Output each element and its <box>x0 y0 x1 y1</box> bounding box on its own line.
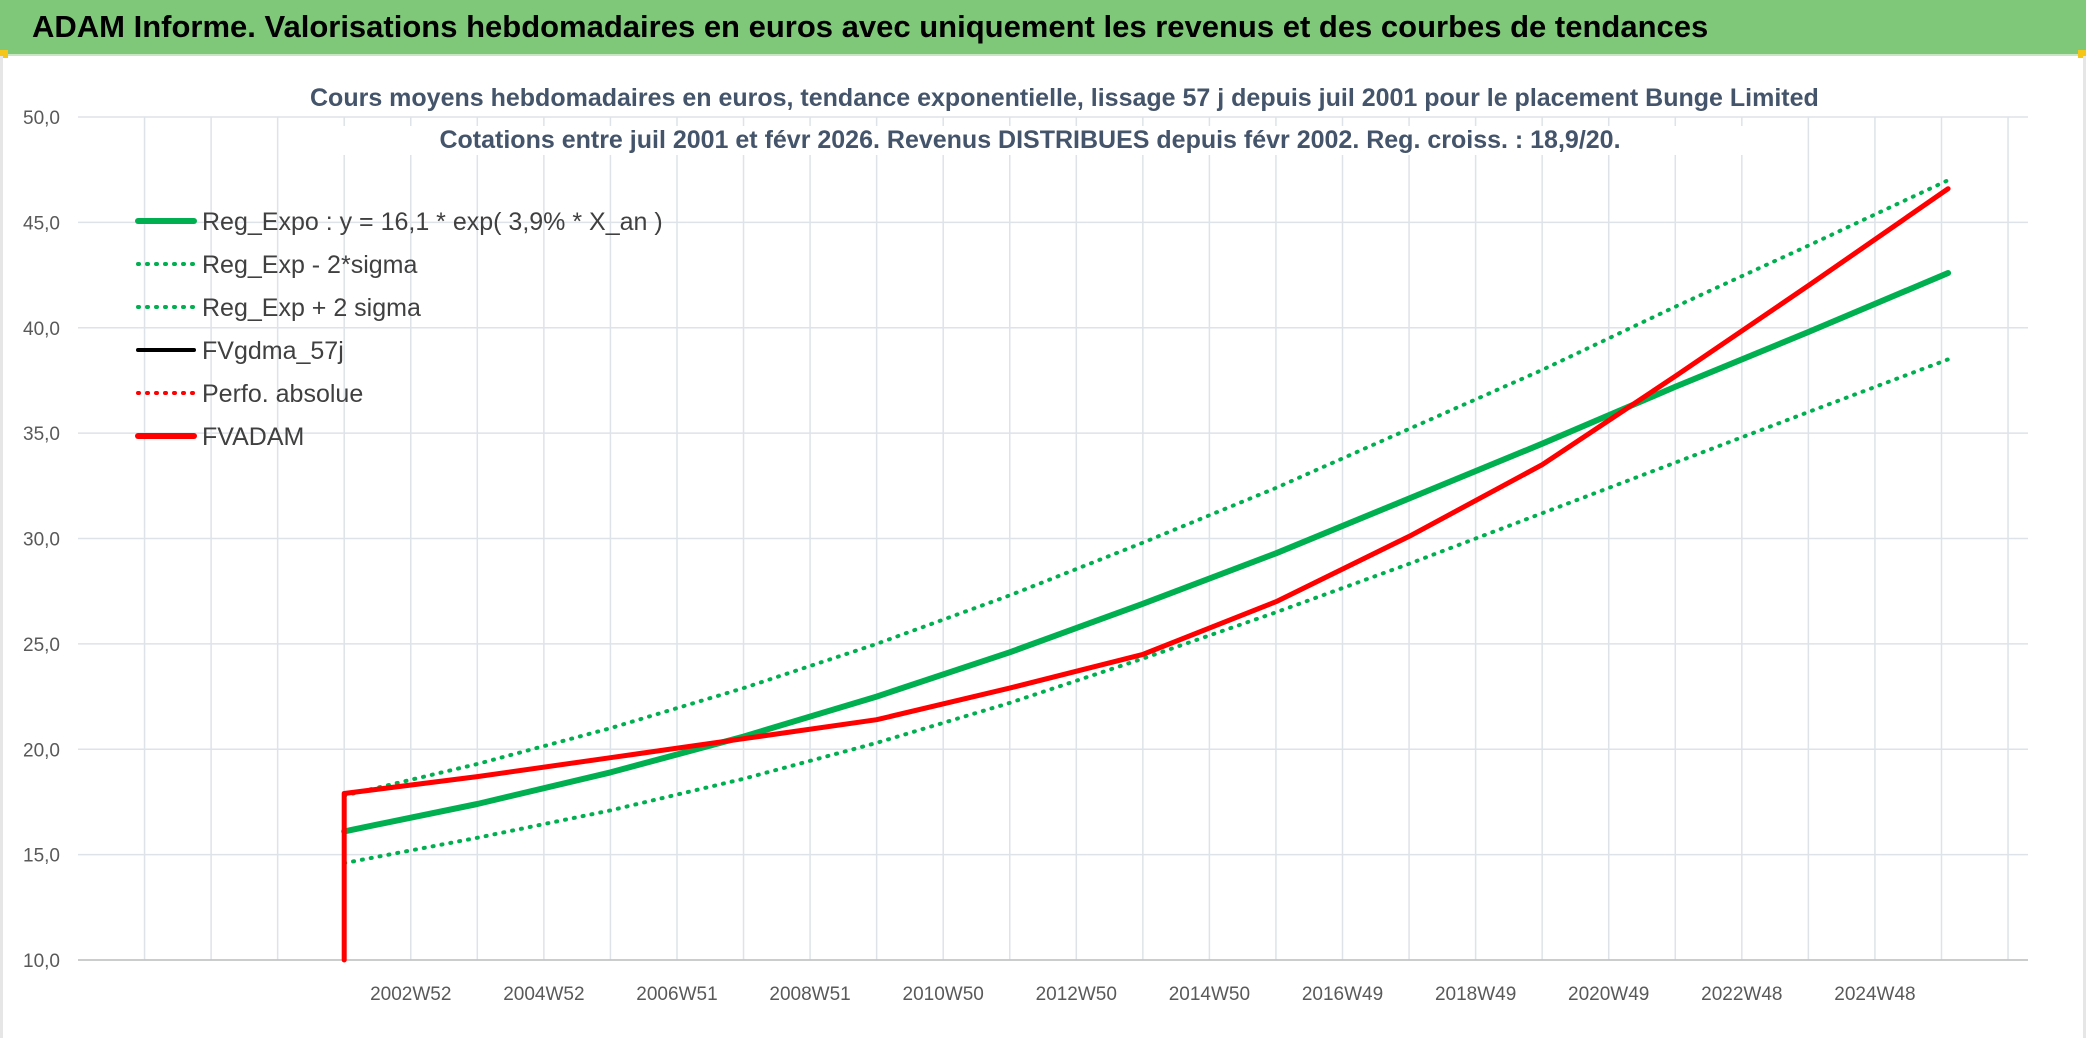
x-tick-label: 2006W51 <box>636 984 717 1005</box>
chart-title: Cours moyens hebdomadaires en euros, ten… <box>310 84 1819 113</box>
y-tick-label: 50,0 <box>23 108 60 129</box>
legend-label: Reg_Exp - 2*sigma <box>202 251 417 279</box>
x-tick-label: 2022W48 <box>1701 984 1782 1005</box>
series-line-reg-exp-2-sigma <box>342 178 1951 798</box>
y-axis: 10,0 15,0 20,0 25,0 30,0 35,0 40,0 45,0 50,0 <box>23 108 60 972</box>
x-tick-label: 2014W50 <box>1169 984 1250 1005</box>
legend-label: Reg_Expo : y = 16,1 * exp( 3,9% * X_an ) <box>202 208 663 236</box>
series-lines <box>341 178 1952 963</box>
x-tick-label: 2004W52 <box>503 984 584 1005</box>
corner-marker-left <box>0 50 8 58</box>
series-line-fvadam <box>341 186 1951 963</box>
x-tick-label: 2016W49 <box>1302 984 1383 1005</box>
y-tick-label: 45,0 <box>23 213 60 234</box>
series-line-reg-expo-y-16-1-exp-3-9-x-an <box>341 270 1952 835</box>
gridlines <box>78 116 2028 961</box>
series-line-reg-exp-2-sigma <box>342 357 1951 866</box>
corner-marker-right <box>2078 50 2086 58</box>
x-tick-label: 2002W52 <box>370 984 451 1005</box>
series-line-fvgdma-57j <box>343 187 1950 795</box>
legend-label: FVgdma_57j <box>202 337 344 365</box>
x-tick-label: 2012W50 <box>1036 984 1117 1005</box>
x-tick-label: 2020W49 <box>1568 984 1649 1005</box>
x-tick-label: 2008W51 <box>769 984 850 1005</box>
chart-subtitle: Cotations entre juil 2001 et févr 2026. … <box>310 126 1750 155</box>
y-tick-label: 35,0 <box>23 424 60 445</box>
legend-label: Perfo. absolue <box>202 380 363 408</box>
x-tick-label: 2024W48 <box>1834 984 1915 1005</box>
legend-label: Reg_Exp + 2 sigma <box>202 294 421 322</box>
report-title: ADAM Informe. Valorisations hebdomadaire… <box>32 9 1709 44</box>
legend-label: FVADAM <box>202 423 304 451</box>
y-tick-label: 40,0 <box>23 319 60 340</box>
chart-frame <box>0 56 2086 1038</box>
report-header: ADAM Informe. Valorisations hebdomadaire… <box>0 0 2086 56</box>
y-tick-label: 20,0 <box>23 740 60 761</box>
y-tick-label: 10,0 <box>23 951 60 972</box>
y-tick-label: 30,0 <box>23 530 60 551</box>
x-axis: 2002W52 2004W52 2006W51 2008W51 2010W50 2012W… <box>370 984 1916 1005</box>
y-tick-label: 25,0 <box>23 635 60 656</box>
y-tick-label: 15,0 <box>23 846 60 867</box>
x-tick-label: 2018W49 <box>1435 984 1516 1005</box>
x-tick-label: 2010W50 <box>903 984 984 1005</box>
legend: Reg_Expo : y = 16,1 * exp( 3,9% * X_an )… <box>135 208 663 451</box>
